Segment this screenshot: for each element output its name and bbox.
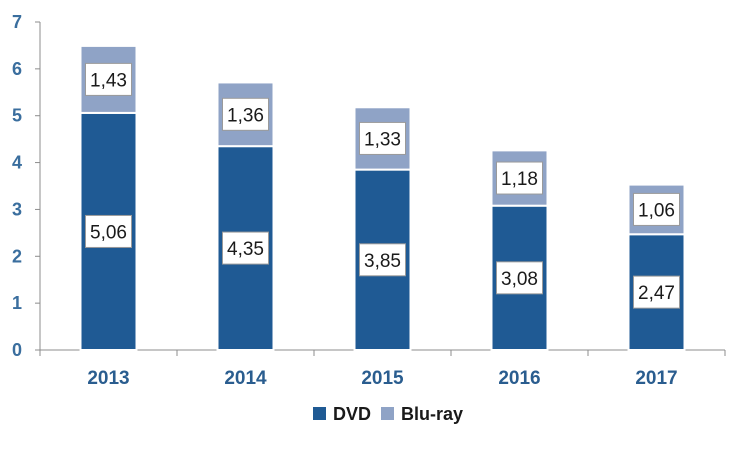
y-tick-label: 6 bbox=[12, 59, 22, 79]
y-tick-label: 3 bbox=[12, 199, 22, 219]
data-label: 1,36 bbox=[227, 105, 264, 126]
y-tick-label: 5 bbox=[12, 106, 22, 126]
y-tick-label: 0 bbox=[12, 340, 22, 360]
data-label-box bbox=[496, 261, 543, 295]
x-tick-label: 2016 bbox=[498, 368, 540, 389]
data-label-box bbox=[222, 231, 269, 265]
legend-label: DVD bbox=[333, 404, 371, 424]
y-tick-label: 1 bbox=[12, 293, 22, 313]
y-tick-label: 7 bbox=[12, 12, 22, 32]
x-tick-label: 2015 bbox=[361, 368, 404, 389]
legend-swatch bbox=[381, 407, 394, 420]
x-tick-label: 2014 bbox=[224, 368, 267, 389]
axes: 0 1 2 3 4 5 6 7 2013 2014 2015 2016 2017 bbox=[12, 12, 726, 389]
data-label: 1,43 bbox=[90, 70, 127, 91]
data-label-box bbox=[85, 62, 132, 96]
data-label: 5,06 bbox=[90, 222, 127, 243]
data-label: 1,33 bbox=[364, 129, 401, 150]
data-label-box bbox=[633, 275, 680, 309]
data-label: 2,47 bbox=[638, 283, 675, 304]
data-label-box bbox=[633, 192, 680, 226]
legend-swatch bbox=[313, 407, 326, 420]
data-label: 4,35 bbox=[227, 239, 264, 260]
data-label-box bbox=[359, 121, 406, 155]
legend: DVD Blu-ray bbox=[313, 404, 463, 424]
data-label: 3,85 bbox=[364, 251, 401, 272]
x-tick-label: 2013 bbox=[87, 368, 129, 389]
data-labels: 5,06 1,43 4,35 1,36 3,85 1,33 3,08 1,18 2,47 1,06 bbox=[85, 62, 680, 309]
data-label-box bbox=[85, 214, 132, 248]
data-label: 3,08 bbox=[501, 269, 538, 290]
data-label-box bbox=[222, 97, 269, 131]
x-tick-label: 2017 bbox=[635, 368, 677, 389]
bars bbox=[79, 44, 686, 352]
data-label: 1,06 bbox=[638, 200, 675, 221]
legend-label: Blu-ray bbox=[401, 404, 463, 424]
data-label: 1,18 bbox=[501, 169, 538, 190]
y-tick-label: 4 bbox=[12, 153, 22, 173]
y-tick-label: 2 bbox=[12, 246, 22, 266]
data-label-box bbox=[359, 243, 406, 277]
data-label-box bbox=[496, 161, 543, 195]
